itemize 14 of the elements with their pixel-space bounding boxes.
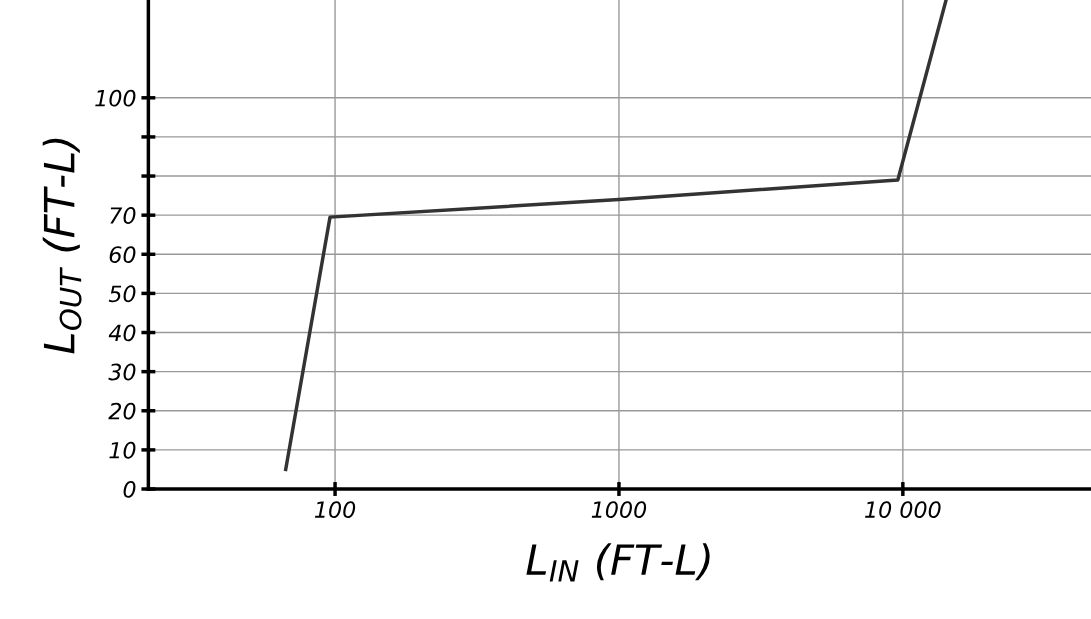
y-tick-label: 60 xyxy=(109,246,136,264)
x-tick-label: 1000 xyxy=(591,501,647,519)
y-tick-label: 100 xyxy=(95,89,136,107)
x-tick-label: 10 000 xyxy=(865,501,941,519)
x-tick-label: 100 xyxy=(314,501,356,519)
y-tick-label: 70 xyxy=(110,207,136,224)
y-tick-label: 10 xyxy=(109,441,136,459)
y-tick-label: 0 xyxy=(123,480,136,498)
y-tick-label: 50 xyxy=(108,285,136,303)
x-axis-title: L$_{IN}$ (FT-L) xyxy=(526,543,710,582)
y-tick-label: 20 xyxy=(108,402,136,420)
y-axis-title: L$_{OUT}$ (FT-L) xyxy=(42,138,82,354)
y-tick-label: 40 xyxy=(108,324,136,342)
y-tick-label: 30 xyxy=(108,363,136,381)
